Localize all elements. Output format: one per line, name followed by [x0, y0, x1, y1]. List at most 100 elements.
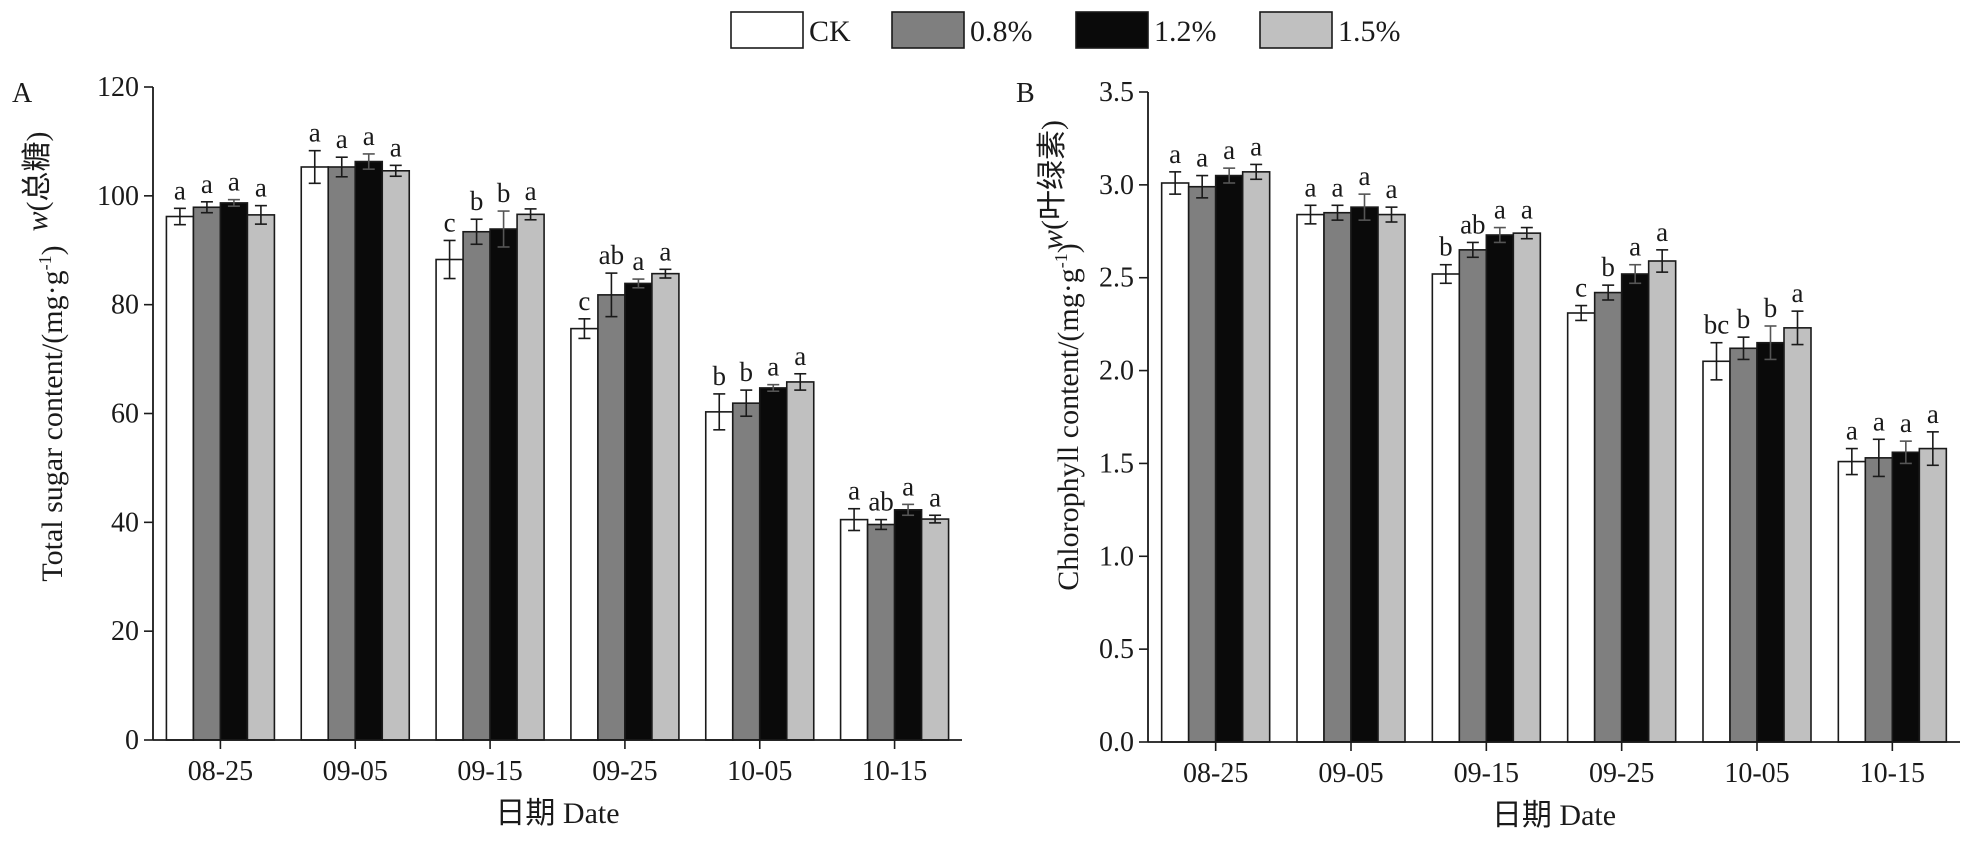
bar	[704, 411, 734, 741]
y-axis-title-close: )	[36, 245, 69, 255]
significance-letter: bc	[1704, 310, 1730, 340]
significance-letter: a	[1359, 161, 1371, 191]
bar	[624, 282, 653, 741]
significance-letter: a	[336, 124, 348, 154]
bar	[920, 518, 950, 741]
significance-letter: a	[794, 341, 806, 371]
y-axis-title-line1: w(叶绿素)	[1036, 120, 1069, 250]
y-tick-label: 2.5	[1099, 263, 1134, 294]
y-tick-label: 40	[111, 507, 139, 538]
significance-letter: a	[1196, 143, 1208, 173]
significance-letter: a	[363, 121, 375, 151]
bar	[327, 166, 357, 741]
y-axis-title-symbol: w	[1036, 230, 1069, 250]
bar	[1350, 206, 1379, 743]
bar	[1323, 211, 1352, 743]
significance-letter: ab	[599, 240, 624, 270]
panel-label: B	[1016, 78, 1035, 109]
x-axis-title: 日期 Date	[495, 797, 619, 830]
significance-letter: a	[1223, 135, 1235, 165]
significance-letter: b	[713, 361, 727, 391]
bar	[1918, 447, 1948, 743]
bar	[1431, 273, 1461, 743]
legend-swatch	[730, 11, 804, 49]
bar	[1296, 213, 1325, 743]
y-axis-title-line2: Total sugar content/(mg·g-1)	[35, 245, 69, 581]
x-tick-label: 10-15	[862, 756, 927, 787]
x-tick-label: 09-15	[457, 756, 522, 787]
significance-letter: ab	[868, 487, 893, 517]
bar	[1593, 291, 1623, 743]
y-axis-title-exponent: -1	[35, 255, 55, 270]
significance-letter: a	[390, 132, 402, 162]
y-tick-label: 80	[111, 290, 139, 321]
y-axis-title-line2: Chlorophyll content/(mg·g-1)	[1051, 243, 1085, 590]
significance-letter: a	[1169, 139, 1181, 169]
bar	[758, 387, 788, 741]
legend-label: 1.5%	[1338, 15, 1401, 48]
y-tick-label: 1.0	[1099, 541, 1134, 572]
legend-label: CK	[809, 15, 851, 48]
legend-swatch	[891, 11, 965, 49]
y-axis-title-exponent: -1	[1051, 253, 1071, 268]
bar	[1783, 327, 1812, 743]
bar	[1160, 182, 1190, 743]
y-tick-label: 120	[97, 72, 139, 103]
significance-letter: a	[309, 118, 321, 148]
y-axis-title-close: )	[1052, 243, 1085, 253]
significance-letter: b	[1601, 252, 1615, 282]
bar	[1702, 360, 1731, 743]
bar	[893, 509, 923, 741]
legend-swatch	[1075, 11, 1149, 49]
significance-letter: a	[929, 482, 941, 512]
bar	[866, 523, 896, 741]
bar	[1214, 174, 1244, 743]
significance-letter: b	[740, 357, 754, 387]
legend-swatch	[1259, 11, 1333, 49]
significance-letter: b	[1737, 304, 1751, 334]
significance-letter: a	[1846, 416, 1858, 446]
x-tick-label: 09-05	[1318, 758, 1383, 789]
y-tick-label: 100	[97, 181, 139, 212]
significance-letter: a	[1873, 406, 1885, 436]
bar	[1485, 234, 1515, 743]
bar	[246, 214, 276, 741]
legend-label: 0.8%	[970, 15, 1033, 48]
significance-letter: a	[525, 176, 537, 206]
significance-letter: a	[201, 169, 213, 199]
significance-letter: a	[1629, 232, 1641, 262]
significance-letter: b	[470, 186, 484, 216]
x-tick-label: 10-15	[1860, 758, 1925, 789]
bar	[516, 213, 545, 741]
y-tick-label: 1.5	[1099, 448, 1134, 479]
significance-letter: a	[1656, 217, 1668, 247]
x-tick-label: 09-25	[592, 756, 657, 787]
significance-letter: a	[255, 173, 267, 203]
x-tick-label: 09-05	[323, 756, 388, 787]
bar	[1187, 185, 1217, 743]
significance-letter: a	[632, 246, 644, 276]
bar	[300, 166, 330, 741]
x-tick-label: 10-05	[1724, 758, 1789, 789]
significance-letter: a	[1900, 408, 1912, 438]
bar	[1566, 312, 1596, 743]
significance-letter: a	[1332, 172, 1344, 202]
bar	[435, 258, 464, 741]
significance-letter: a	[1494, 195, 1506, 225]
y-tick-label: 0.5	[1099, 634, 1134, 665]
bar	[1512, 232, 1542, 743]
legend: CK 0.8% 1.2% 1.5%	[730, 11, 1401, 49]
bar	[354, 160, 384, 741]
x-tick-label: 09-15	[1454, 758, 1519, 789]
significance-letter: a	[767, 352, 779, 382]
bar	[219, 202, 249, 741]
bar	[1620, 273, 1650, 743]
bar	[1647, 260, 1677, 743]
x-tick-label: 10-05	[727, 756, 792, 787]
significance-letter: c	[578, 286, 590, 316]
y-tick-label: 20	[111, 616, 139, 647]
significance-letter: a	[1305, 172, 1317, 202]
significance-letter: a	[1792, 278, 1804, 308]
legend-label: 1.2%	[1154, 15, 1217, 48]
